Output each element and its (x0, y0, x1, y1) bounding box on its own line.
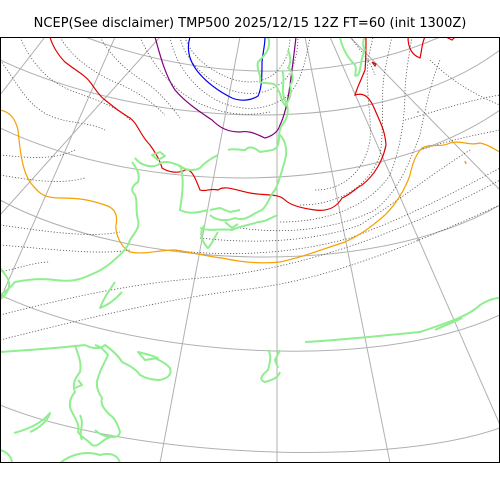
isotherm-contours (0, 37, 500, 341)
map-frame (0, 37, 500, 463)
isotherm-blue-contour (187, 37, 266, 101)
latitude-lines (0, 37, 500, 453)
isotherm-orange-contour (0, 109, 500, 264)
coastlines (0, 37, 500, 463)
isotherm-orange-dot (464, 160, 467, 165)
map-panel (0, 37, 500, 463)
isotherm-purple-contour (154, 37, 297, 139)
longitude-lines (0, 37, 500, 463)
map-title: NCEP(See disclaimer) TMP500 2025/12/15 1… (33, 16, 467, 31)
grid-markers (417, 111, 419, 241)
